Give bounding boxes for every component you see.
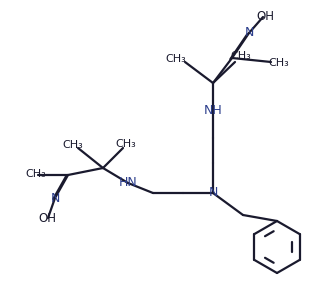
Text: CH₃: CH₃ bbox=[268, 58, 289, 68]
Text: CH₃: CH₃ bbox=[116, 139, 136, 149]
Text: OH: OH bbox=[256, 10, 274, 24]
Text: N: N bbox=[208, 187, 218, 199]
Text: HN: HN bbox=[119, 176, 137, 188]
Text: N: N bbox=[50, 191, 60, 205]
Text: CH₃: CH₃ bbox=[230, 51, 251, 61]
Text: CH₃: CH₃ bbox=[62, 140, 83, 150]
Text: N: N bbox=[244, 27, 254, 39]
Text: NH: NH bbox=[204, 104, 222, 118]
Text: CH₃: CH₃ bbox=[26, 169, 46, 179]
Text: OH: OH bbox=[38, 211, 56, 225]
Text: CH₃: CH₃ bbox=[166, 54, 186, 64]
